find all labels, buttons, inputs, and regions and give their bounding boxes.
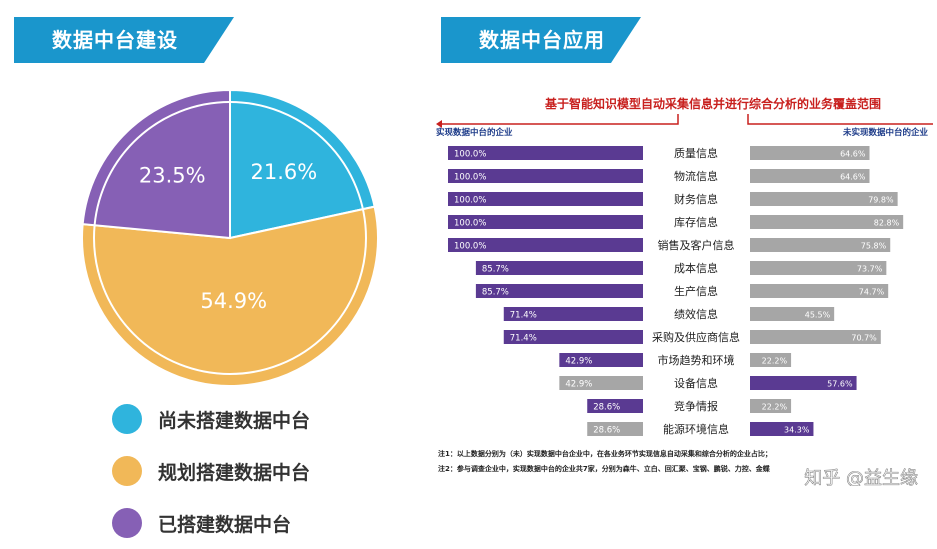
category-label-1: 物流信息 [674,169,718,183]
left-bar-label-11: 28.6% [593,403,620,413]
right-bar-9 [750,353,792,367]
category-label-11: 竞争情报 [674,399,718,413]
right-bar-5 [750,261,887,275]
legend-dot-icon [112,456,142,486]
legend-dot-icon [112,508,142,538]
left-bar-label-10: 42.9% [565,380,592,390]
left-bar-label-7: 71.4% [510,311,537,321]
pie-label-0: 21.6% [251,160,318,184]
left-bar-label-9: 42.9% [565,357,592,367]
left-bar-label-4: 100.0% [454,242,486,252]
legend-item-not-built: 尚未搭建数据中台 [112,393,310,445]
banner-data-platform-application: 数据中台应用 [441,17,641,63]
legend-label: 规划搭建数据中台 [158,461,311,484]
left-bar-label-3: 100.0% [454,219,486,229]
right-bar-11 [750,399,792,413]
left-bar-1 [448,169,643,183]
category-label-6: 生产信息 [674,284,718,298]
right-bar-label-1: 64.6% [840,173,866,182]
right-group-label: 未实现数据中台的企业 [842,127,929,138]
split-arrow-lines [438,114,933,125]
category-label-3: 库存信息 [674,215,718,229]
right-bar-label-11: 22.2% [762,403,788,412]
right-bar-label-4: 75.8% [861,242,887,251]
left-bar-label-8: 71.4% [510,334,537,344]
note-0: 注1：以上数据分别为（未）实现数据中台企业中，在各业务环节实现信息自动采集和综合… [438,449,772,458]
right-bar-2 [750,192,898,206]
right-bar-label-6: 74.7% [859,288,885,297]
pie-inner-ring [93,101,367,375]
right-bar-label-12: 34.3% [784,426,810,435]
left-arrow-icon [436,120,442,128]
left-bar-8 [503,330,643,344]
right-bar-4 [750,238,891,252]
right-bar-label-10: 57.6% [827,380,853,389]
pie-chart: 21.6% 54.9% 23.5% [81,90,379,387]
left-bar-7 [503,307,643,321]
left-bar-label-5: 85.7% [482,265,509,275]
left-bar-label-2: 100.0% [454,196,486,206]
left-bar-12 [587,422,643,436]
right-bar-6 [750,284,889,298]
right-bar-label-0: 64.6% [840,150,866,159]
right-bar-12 [750,422,814,436]
right-bar-8 [750,330,881,344]
category-label-10: 设备信息 [674,376,718,390]
category-label-12: 能源环境信息 [663,422,729,436]
note-1: 注2：参与调查企业中，实现数据中台的企业共7家，分别为森牛、立白、回汇聚、宝钢、… [438,464,771,473]
legend-item-planning: 规划搭建数据中台 [112,445,310,497]
left-group-label: 实现数据中台的企业 [436,127,513,138]
left-bar-2 [448,192,643,206]
banner-data-platform-construction: 数据中台建设 [14,17,234,63]
right-bar-label-8: 70.7% [851,334,877,343]
category-label-8: 采购及供应商信息 [652,330,740,344]
category-label-9: 市场趋势和环境 [658,353,735,367]
left-bar-4 [448,238,643,252]
category-label-0: 质量信息 [674,146,718,160]
pie-slice-1 [81,205,379,387]
category-label-7: 绩效信息 [674,307,718,321]
left-bar-label-12: 28.6% [593,426,620,436]
legend-dot-icon [112,404,142,434]
legend-item-built: 已搭建数据中台 [112,497,310,549]
left-bar-0 [448,146,643,160]
right-bar-3 [750,215,904,229]
legend-label: 已搭建数据中台 [158,513,292,536]
right-bar-label-7: 45.5% [805,311,831,320]
pie-slice-0 [229,90,376,240]
right-bar-label-9: 22.2% [762,357,788,366]
left-bar-11 [587,399,643,413]
right-bar-label-5: 73.7% [857,265,883,274]
left-bar-10 [559,376,643,390]
category-label-4: 销售及客户信息 [658,238,735,252]
left-bar-5 [475,261,643,275]
left-bar-label-1: 100.0% [454,173,486,183]
pie-label-1: 54.9% [200,289,267,313]
category-label-5: 成本信息 [674,261,718,275]
right-bar-1 [750,169,870,183]
right-bar-7 [750,307,835,321]
pie-legend: 尚未搭建数据中台 规划搭建数据中台 已搭建数据中台 [112,393,310,549]
right-bar-label-3: 82.8% [874,219,900,228]
left-bar-9 [559,353,643,367]
watermark: 知乎 @益生缘 [804,468,918,486]
left-bar-label-0: 100.0% [454,150,486,160]
right-bar-10 [750,376,857,390]
right-bar-label-2: 79.8% [868,196,894,205]
left-bar-3 [448,215,643,229]
left-bar-label-6: 85.7% [482,288,509,298]
pie-label-2: 23.5% [139,164,206,188]
left-bar-6 [475,284,643,298]
pie-slice-2 [81,90,231,240]
right-bar-0 [750,146,870,160]
legend-label: 尚未搭建数据中台 [158,409,311,432]
bar-chart-title: 基于智能知识模型自动采集信息并进行综合分析的业务覆盖范围 [544,96,881,111]
category-label-2: 财务信息 [674,192,718,206]
